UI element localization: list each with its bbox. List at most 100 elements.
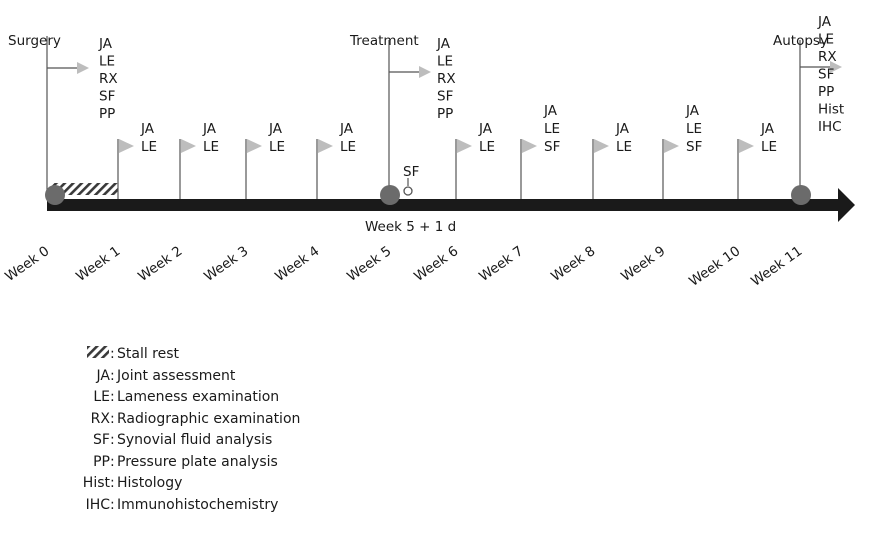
week-test-label: JA xyxy=(478,121,493,137)
legend-colon: : xyxy=(110,432,115,448)
surgery-test-label: JA xyxy=(98,36,113,52)
week-test-label: LE xyxy=(141,139,157,155)
treatment-test-label: PP xyxy=(437,106,453,122)
legend-desc: Pressure plate analysis xyxy=(117,453,278,470)
autopsy-test-label: SF xyxy=(818,67,834,83)
autopsy-test-label: RX xyxy=(818,49,837,65)
week-test-label: LE xyxy=(686,121,702,137)
week-test-label: JA xyxy=(685,103,700,119)
legend-abbr: LE xyxy=(93,389,110,405)
flag-icon xyxy=(318,139,333,153)
legend-item: Hist: Histology xyxy=(60,473,300,495)
surgery-test-label: PP xyxy=(99,106,115,122)
legend-abbr: SF xyxy=(93,432,110,448)
week-test-label: LE xyxy=(269,139,285,155)
week-test-label: LE xyxy=(340,139,356,155)
week-test-label: LE xyxy=(544,121,560,137)
week-test-label: LE xyxy=(616,139,632,155)
week-tick-label: Week 8 xyxy=(548,243,598,285)
week-test-label: JA xyxy=(268,121,283,137)
autopsy-marker xyxy=(791,185,811,205)
legend-colon: : xyxy=(110,453,115,470)
week-test-label: JA xyxy=(202,121,217,137)
autopsy-test-label: Hist xyxy=(818,102,844,118)
legend-colon: : xyxy=(110,496,115,513)
surgery-test-label: RX xyxy=(99,71,118,87)
sf-sample-marker xyxy=(403,186,413,196)
legend-desc: Immunohistochemistry xyxy=(117,496,279,513)
autopsy-label: Autopsy xyxy=(773,33,828,49)
legend-item: IHC: Immunohistochemistry xyxy=(60,495,300,517)
legend-abbr: IHC xyxy=(85,496,110,513)
week-test-label: JA xyxy=(615,121,630,137)
surgery-marker xyxy=(45,185,65,205)
autopsy-test-label: PP xyxy=(818,84,834,100)
flag-icon xyxy=(247,139,262,153)
week-test-label: JA xyxy=(140,121,155,137)
legend-item: RX: Radiographic examination xyxy=(60,409,301,431)
autopsy-test-label: IHC xyxy=(818,119,842,135)
timeline-diagram: JA LE JA LE JA LE JA LE JA LE JA LE SF JA LE JA LE SF JA LE… xyxy=(2,14,855,290)
week-tick-label: Week 11 xyxy=(748,243,805,290)
week-5-plus-1d-label: Week 5 + 1 d xyxy=(365,219,456,235)
flag-icon xyxy=(181,139,196,153)
treatment-label: Treatment xyxy=(349,33,419,49)
autopsy-test-label: LE xyxy=(818,32,834,48)
week-test-label: JA xyxy=(543,103,558,119)
surgery-test-label: LE xyxy=(99,54,115,70)
timeline-bar xyxy=(47,199,840,211)
legend-item: JA: Joint assessment xyxy=(60,366,300,388)
stall-rest-hatch xyxy=(52,183,118,195)
flag-icon xyxy=(522,139,537,153)
flag-icon xyxy=(457,139,472,153)
legend-desc: Stall rest xyxy=(117,346,180,362)
week-tick-label: Week 5 xyxy=(344,243,394,285)
legend-desc: Radiographic examination xyxy=(117,410,301,427)
week-tick-label: Week 1 xyxy=(73,243,123,285)
legend-abbr: Hist xyxy=(82,475,110,491)
week-test-label: LE xyxy=(479,139,495,155)
legend-item-stall-rest: : Stall rest xyxy=(60,344,300,366)
treatment-marker xyxy=(380,185,400,205)
surgery-test-label: SF xyxy=(99,89,115,105)
treatment-test-label: JA xyxy=(436,36,451,52)
legend-item: PP: Pressure plate analysis xyxy=(60,452,300,474)
legend-abbr: JA xyxy=(96,367,110,384)
autopsy-test-label: JA xyxy=(817,14,832,30)
autopsy-arrow-icon xyxy=(830,61,842,73)
treatment-sf-label: SF xyxy=(403,164,419,180)
flag-icon xyxy=(594,139,609,153)
legend-abbr: PP xyxy=(93,453,110,470)
legend-abbr: RX xyxy=(90,410,110,427)
legend-item: LE: Lameness examination xyxy=(60,387,300,409)
week-test-label: LE xyxy=(203,139,219,155)
flag-icon xyxy=(119,139,134,153)
treatment-test-label: SF xyxy=(437,89,453,105)
legend-desc: Lameness examination xyxy=(117,389,280,405)
week-tick-label: Week 3 xyxy=(201,243,251,285)
legend-desc: Synovial fluid analysis xyxy=(117,432,273,448)
week-test-label: LE xyxy=(761,139,777,155)
week-tick-label: Week 4 xyxy=(272,243,322,285)
legend-colon: : xyxy=(110,475,115,491)
legend-stall-swatch xyxy=(60,344,110,366)
week-tick-label: Week 6 xyxy=(411,243,461,285)
treatment-test-label: LE xyxy=(437,54,453,70)
surgery-label: Surgery xyxy=(8,33,61,49)
legend-colon: : xyxy=(110,367,115,384)
week-tick-label: Week 7 xyxy=(476,243,526,285)
week-tick-label: Week 10 xyxy=(686,243,743,290)
surgery-arrow-icon xyxy=(77,62,89,74)
legend-desc: Joint assessment xyxy=(117,367,236,384)
legend-colon: : xyxy=(110,410,115,427)
week-test-label: JA xyxy=(760,121,775,137)
week-tick-label: Week 2 xyxy=(135,243,185,285)
legend-item: SF: Synovial fluid analysis xyxy=(60,430,300,452)
week-tick-label: Week 9 xyxy=(618,243,668,285)
legend-colon: : xyxy=(110,346,115,362)
week-test-label: JA xyxy=(339,121,354,137)
flag-icon xyxy=(739,139,754,153)
week-test-label: SF xyxy=(544,139,560,155)
legend-colon: : xyxy=(110,389,115,405)
legend-desc: Histology xyxy=(117,475,183,491)
